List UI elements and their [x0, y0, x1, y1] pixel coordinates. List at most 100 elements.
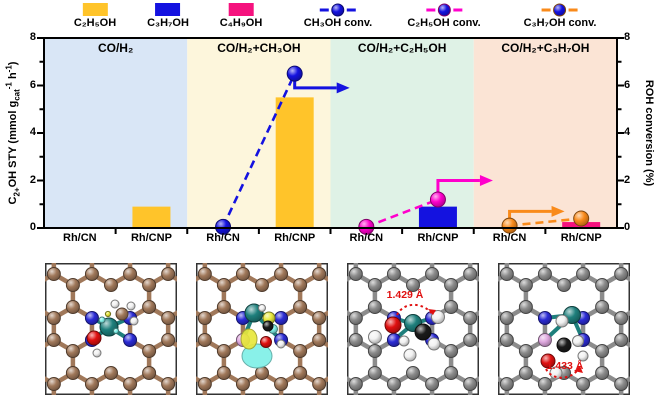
- carbon-atom: [104, 366, 118, 380]
- axis-label-text: C: [7, 196, 20, 205]
- legend-item-5: C₂H₅OH conv.: [407, 3, 481, 30]
- carbon-atom: [348, 333, 363, 347]
- x-category-label: Rh/CN: [492, 232, 527, 244]
- arc-arrowhead: [428, 309, 436, 315]
- carbon-atom: [216, 344, 231, 358]
- carbon-atom: [216, 300, 231, 314]
- legend-swatch: [155, 3, 181, 16]
- carbon-atom: [65, 300, 80, 314]
- carbon-atom: [161, 377, 176, 391]
- carbon-atom: [142, 300, 157, 314]
- right-axis-label: ROH conversion (%): [643, 79, 655, 187]
- carbon-atom: [46, 267, 61, 281]
- legend-swatch: [228, 3, 254, 16]
- charge-density-lobe: [241, 343, 273, 369]
- carbon-atom: [557, 278, 571, 292]
- bar: [132, 206, 171, 228]
- carbon-atom: [499, 333, 514, 347]
- nitrogen-atom: [84, 311, 99, 325]
- region-title: CO/H₂+C₂H₅OH: [357, 41, 447, 55]
- y-tick-label-right: 4: [624, 126, 631, 138]
- carbon-atom: [425, 377, 440, 391]
- carbon-atom: [595, 300, 610, 314]
- legend-label: C₂H₅OH conv.: [407, 17, 481, 29]
- carbon-atom: [537, 377, 552, 391]
- carbon-atom: [537, 267, 552, 281]
- bar: [418, 206, 457, 228]
- oxygen-atom: [86, 330, 102, 346]
- carbon-atom: [518, 278, 533, 292]
- bond-length-arc: [396, 303, 434, 316]
- carbon-atom: [444, 366, 459, 380]
- rh-cnp-charge-density-structure: [196, 263, 328, 395]
- carbon-atom: [65, 344, 80, 358]
- region-title: CO/H₂: [97, 41, 134, 55]
- data-point: [358, 218, 375, 235]
- carbon-atom: [216, 366, 231, 380]
- carbon-atom: [386, 377, 401, 391]
- carbon-atom: [614, 267, 629, 281]
- carbon-atom: [518, 366, 533, 380]
- bar: [275, 97, 314, 228]
- legend-label: CH₃OH conv.: [303, 17, 373, 29]
- carbon-atom: [197, 333, 212, 347]
- region-background: [473, 38, 617, 228]
- region-title: CO/H₂+C₃H₇OH: [501, 41, 590, 55]
- carbon-atom: [65, 278, 80, 292]
- y-tick-label-left: 0: [29, 221, 36, 233]
- hydrogen-atom: [129, 316, 139, 326]
- conversion-arrowhead: [479, 175, 493, 186]
- carbon-atom: [255, 278, 269, 292]
- region-background: [44, 38, 188, 228]
- legend-sphere: [437, 3, 451, 17]
- carbon-atom: [104, 278, 118, 292]
- bond-length-annotation: 1.429 Å: [387, 288, 424, 301]
- rh-cn-bond-length-structure: 1.429 Å: [347, 263, 479, 395]
- carbon-atom: [348, 267, 363, 281]
- carbon-atom: [293, 344, 308, 358]
- carbon-atom: [367, 344, 382, 358]
- carbon-atom: [312, 267, 327, 281]
- carbon-atom: [312, 333, 327, 347]
- legend-item-1: C₂H₅OH: [74, 3, 116, 30]
- adsorbate-carbon: [262, 320, 274, 332]
- carbon-atom: [197, 311, 212, 325]
- hydrogen-atom: [427, 337, 441, 351]
- oxygen-atom: [260, 336, 272, 348]
- carbon-atom: [142, 366, 157, 380]
- y-tick-label-left: 8: [29, 31, 36, 43]
- isosurface-dot: [104, 310, 112, 318]
- legend-item-4: CH₃OH conv.: [304, 3, 372, 30]
- carbon-atom: [576, 377, 591, 391]
- data-point: [573, 210, 590, 227]
- y-tick-label-right: 8: [624, 31, 631, 43]
- x-category-label: Rh/CNP: [130, 232, 172, 244]
- conversion-line: [509, 217, 582, 227]
- adsorbate-carbon: [414, 323, 432, 341]
- data-point: [286, 65, 303, 82]
- hydrogen-atom: [403, 348, 417, 362]
- carbon-atom: [216, 278, 231, 292]
- carbon-atom: [463, 333, 478, 347]
- carbon-atom: [444, 344, 459, 358]
- nitrogen-atom: [386, 333, 401, 347]
- hydrogen-atom: [431, 310, 445, 324]
- carbon-atom: [197, 267, 212, 281]
- conversion-arrowhead: [551, 205, 565, 217]
- carbon-atom: [293, 366, 308, 380]
- carbon-atom: [499, 267, 514, 281]
- x-category-label: Rh/CN: [349, 232, 384, 244]
- x-category-label: Rh/CNP: [560, 232, 602, 244]
- hydrogen-atom: [126, 301, 136, 311]
- carbon-atom: [312, 377, 327, 391]
- carbon-atom: [142, 344, 157, 358]
- legend-label: C₄H₉OH: [219, 17, 263, 29]
- carbon-atom: [197, 377, 212, 391]
- carbon-atom: [406, 278, 420, 292]
- carbon-atom: [386, 267, 401, 281]
- hydrogen-atom: [555, 314, 569, 328]
- legend-item-2: C₃H₇OH: [147, 3, 189, 30]
- carbon-atom: [123, 377, 138, 391]
- oxygen-atom: [540, 353, 556, 369]
